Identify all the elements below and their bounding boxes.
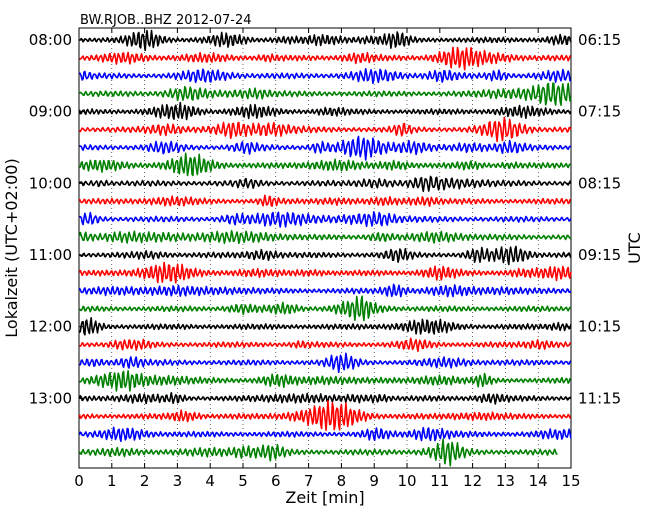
x-tick-label-0: 0 (74, 472, 84, 490)
grid-lines (111, 28, 539, 468)
x-tick-label-1: 1 (107, 472, 117, 490)
trace-7 (79, 135, 572, 161)
seismogram-traces (78, 29, 572, 467)
left-hour-label: 12:00 (29, 318, 72, 336)
trace-19 (78, 352, 572, 374)
x-tick-label-7: 7 (304, 472, 314, 490)
trace-23 (78, 426, 572, 443)
trace-15 (78, 283, 572, 298)
x-tick-label-14: 14 (529, 472, 548, 490)
x-tick-label-10: 10 (397, 472, 416, 490)
right-hour-label: 11:15 (578, 389, 621, 407)
left-hour-label: 08:00 (29, 31, 72, 49)
trace-18 (78, 337, 572, 352)
x-tick-label-13: 13 (496, 472, 515, 490)
trace-1 (78, 29, 572, 52)
x-tick-label-3: 3 (173, 472, 183, 490)
x-tick-label-2: 2 (140, 472, 150, 490)
left-hour-label: 13:00 (29, 389, 72, 407)
right-hour-label: 08:15 (578, 174, 621, 192)
left-axis-label: Lokalzeit (UTC+02:00) (2, 158, 21, 337)
right-hour-label: 06:15 (578, 31, 621, 49)
left-hour-label: 11:00 (29, 246, 72, 264)
trace-16 (78, 295, 572, 322)
trace-4 (78, 82, 572, 106)
trace-10 (78, 194, 572, 208)
right-hour-label: 07:15 (578, 103, 621, 121)
x-tick-label-5: 5 (238, 472, 248, 490)
trace-6 (78, 116, 572, 143)
trace-9 (79, 175, 572, 193)
x-tick-label-11: 11 (430, 472, 449, 490)
right-hour-label: 09:15 (578, 246, 621, 264)
left-hour-label: 10:00 (29, 174, 72, 192)
trace-2 (79, 46, 572, 71)
x-tick-label-8: 8 (337, 472, 347, 490)
x-axis-label: Zeit [min] (285, 488, 364, 507)
trace-8 (78, 152, 572, 177)
x-tick-label-4: 4 (205, 472, 215, 490)
x-tick-label-6: 6 (271, 472, 281, 490)
right-time-axis: 06:15 07:15 08:15 09:15 10:15 11:15 (566, 31, 621, 407)
x-tick-label-15: 15 (561, 472, 580, 490)
trace-14 (78, 261, 572, 284)
trace-11 (79, 211, 572, 228)
trace-22 (78, 400, 572, 432)
trace-21 (78, 392, 571, 405)
left-time-axis: 08:00 09:00 10:00 11:00 12:00 13:00 (29, 31, 84, 407)
chart-title: BW.RJOB..BHZ 2012-07-24 (80, 13, 252, 28)
trace-5 (78, 101, 572, 121)
trace-24 (78, 438, 558, 467)
trace-20 (79, 370, 572, 392)
trace-3 (78, 68, 572, 85)
trace-17 (78, 316, 572, 336)
x-tick-label-12: 12 (463, 472, 482, 490)
right-hour-label: 10:15 (578, 318, 621, 336)
left-hour-label: 09:00 (29, 103, 72, 121)
trace-13 (78, 245, 572, 266)
x-axis: 0 1 2 3 4 5 6 7 8 9 10 11 12 13 14 15 (74, 28, 581, 490)
x-tick-label-9: 9 (369, 472, 379, 490)
right-axis-label: UTC (625, 232, 644, 264)
trace-12 (78, 229, 572, 245)
